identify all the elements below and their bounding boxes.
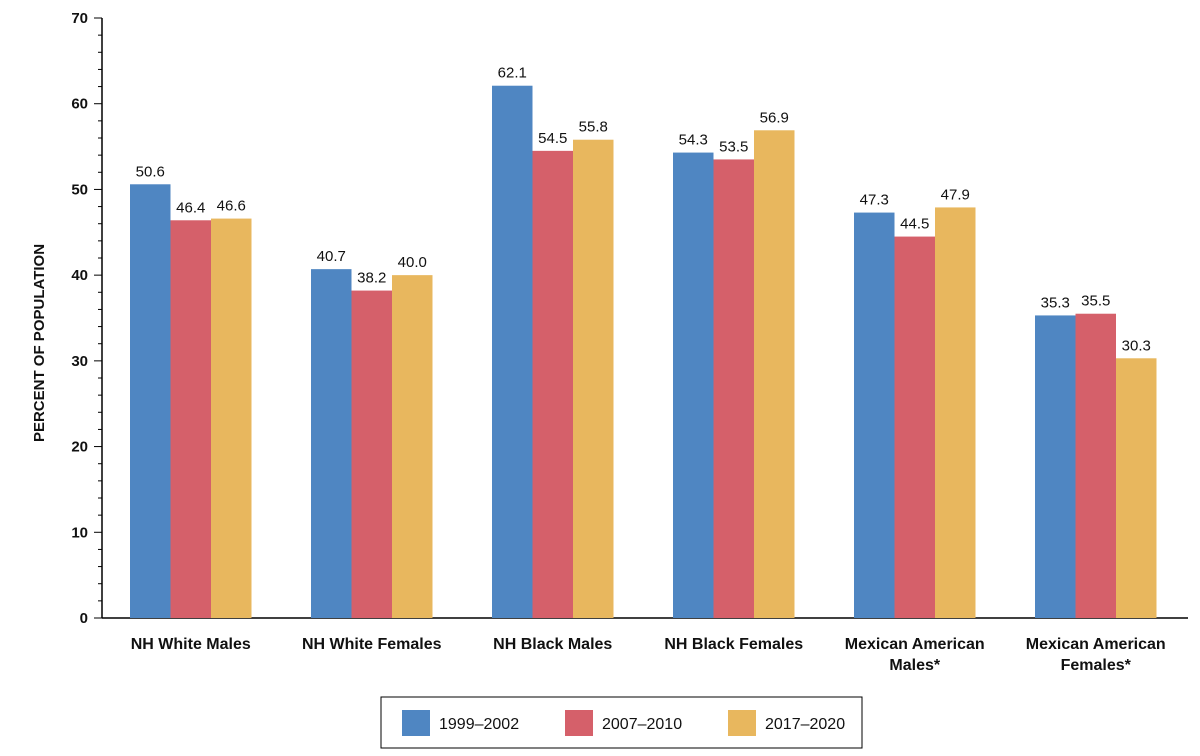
bar <box>673 152 714 619</box>
y-tick-label: 30 <box>71 353 88 370</box>
legend-label: 2007–2010 <box>602 716 682 733</box>
category-label: Mexican American <box>1026 636 1166 653</box>
data-label: 30.3 <box>1122 337 1151 354</box>
data-label: 62.1 <box>498 65 527 82</box>
data-label: 56.9 <box>760 109 789 126</box>
category-label: NH White Females <box>302 636 442 653</box>
y-axis-title: PERCENT OF POPULATION <box>31 244 48 442</box>
bar <box>532 150 573 618</box>
legend-box <box>380 696 863 749</box>
legend-label: 1999–2002 <box>439 716 519 733</box>
bar <box>854 212 895 619</box>
bar <box>211 218 252 619</box>
bar <box>754 130 795 619</box>
category-label: NH White Males <box>131 636 251 653</box>
bar <box>935 207 976 618</box>
bar <box>130 184 171 619</box>
data-label: 54.5 <box>538 130 567 147</box>
bar <box>351 290 392 618</box>
data-label: 50.6 <box>136 163 165 180</box>
legend-swatch <box>402 710 430 736</box>
data-label: 35.5 <box>1081 293 1110 310</box>
bar <box>713 159 754 618</box>
bar <box>1075 313 1116 618</box>
y-tick-label: 0 <box>80 610 88 627</box>
data-label: 54.3 <box>679 132 708 149</box>
data-label: 55.8 <box>579 119 608 136</box>
bar <box>1035 315 1076 618</box>
bar <box>894 236 935 619</box>
category-label: Males* <box>889 657 940 674</box>
bar <box>170 220 211 619</box>
legend: 1999–2002 2007–2010 2017–2020 <box>380 696 863 749</box>
data-label: 53.5 <box>719 138 748 155</box>
category-label: NH Black Females <box>664 636 803 653</box>
data-label: 47.9 <box>941 186 970 203</box>
bar <box>392 275 433 618</box>
bar <box>311 269 352 618</box>
data-label: 44.5 <box>900 216 929 233</box>
data-label: 35.3 <box>1041 294 1070 311</box>
data-label: 40.7 <box>317 248 346 265</box>
legend-swatch <box>728 710 756 736</box>
data-label: 46.6 <box>217 198 246 215</box>
y-tick-label: 70 <box>71 10 88 27</box>
legend-swatch <box>565 710 593 736</box>
category-label: Mexican American <box>845 636 985 653</box>
data-label: 38.2 <box>357 270 386 287</box>
category-label: Females* <box>1061 657 1132 674</box>
y-tick-label: 10 <box>71 524 88 541</box>
bars: 50.6 46.4 46.6 40.7 38.2 40.0 62.1 54.5 55.8 54.3… <box>130 65 1157 619</box>
legend-label: 2017–2020 <box>765 716 845 733</box>
category-label: NH Black Males <box>493 636 612 653</box>
y-axis: 0 10 20 30 40 50 60 70 <box>71 10 1188 627</box>
data-label: 47.3 <box>860 192 889 209</box>
bar <box>492 85 533 618</box>
bar <box>1116 358 1157 618</box>
y-tick-label: 50 <box>71 181 88 198</box>
bar <box>573 139 614 618</box>
x-axis-labels: NH White Males NH White Females NH Black M… <box>131 636 1166 674</box>
data-label: 40.0 <box>398 254 427 271</box>
y-tick-label: 60 <box>71 96 88 113</box>
y-tick-label: 40 <box>71 267 88 284</box>
y-tick-label: 20 <box>71 439 88 456</box>
data-label: 46.4 <box>176 199 205 216</box>
